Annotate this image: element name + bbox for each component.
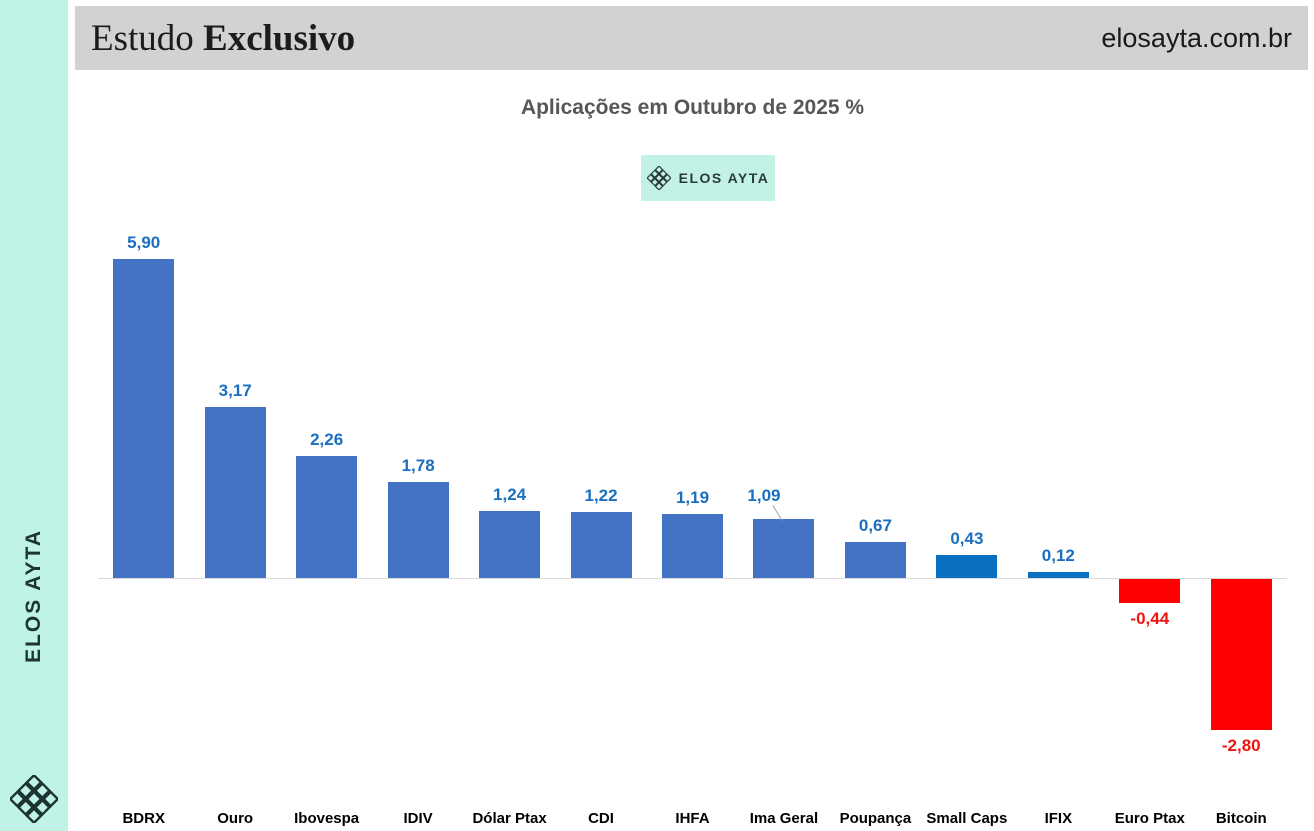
header-title: Estudo Exclusivo [91,17,355,60]
bar-CDI [570,512,632,578]
elos-ayta-lattice-icon [646,166,671,190]
category-label: IFIX [1044,810,1073,827]
badge-label: ELOS AYTA [678,170,770,186]
chart-title: Aplicações em Outubro de 2025 % [520,96,865,119]
value-label: -2,80 [1221,736,1261,756]
bar-Poupança [844,541,906,578]
category-label: Small Caps [926,810,1008,827]
x-axis-line [98,578,1287,579]
value-label: 1,22 [584,486,618,506]
bar-Ouro [204,406,266,578]
value-label: 0,43 [950,528,984,548]
bar-Bitcoin [1210,579,1272,731]
bar-IHFA [662,513,723,578]
category-label: Ibovespa [294,810,360,827]
category-label: BDRX [122,810,165,827]
category-label: Euro Ptax [1114,810,1185,827]
value-label: 1,19 [675,487,710,507]
value-label: 0,12 [1041,545,1075,565]
header-title-bold: Exclusivo [203,17,356,59]
brand-sidebar: ELOS AYTA [0,0,68,831]
value-label: 1,24 [493,485,527,505]
value-label: 3,17 [218,380,252,400]
value-label: -0,44 [1130,608,1170,628]
value-label: 1,09 [747,486,781,506]
category-label: IDIV [403,810,433,827]
category-label: CDI [588,810,614,827]
header-website: elosayta.com.br [1101,22,1292,53]
bar-Ibovespa [296,455,358,578]
category-label: Poupança [839,810,912,827]
value-label: 0,67 [858,515,892,535]
header-title-regular: Estudo [91,17,204,59]
category-label: Dólar Ptax [472,810,547,827]
value-label: 1,78 [401,455,435,475]
bar-Euro Ptax [1119,579,1181,603]
bar-IDIV [387,481,449,578]
elos-ayta-badge: ELOS AYTA [641,155,775,201]
category-label: Ima Geral [749,810,819,827]
bar-Small Caps [936,554,998,578]
bar-Dólar Ptax [479,511,541,578]
bar-IFIX [1027,571,1089,578]
value-label: 2,26 [310,429,344,449]
category-label: IHFA [675,810,710,827]
bar-Ima Geral [753,519,815,578]
category-label: Bitcoin [1215,810,1267,827]
bar-BDRX [113,259,175,578]
header-band: Estudo Exclusivo elosayta.com.br [75,6,1308,70]
category-label: Ouro [217,810,254,827]
elos-ayta-lattice-icon [10,775,58,823]
value-label: 5,90 [127,233,161,253]
